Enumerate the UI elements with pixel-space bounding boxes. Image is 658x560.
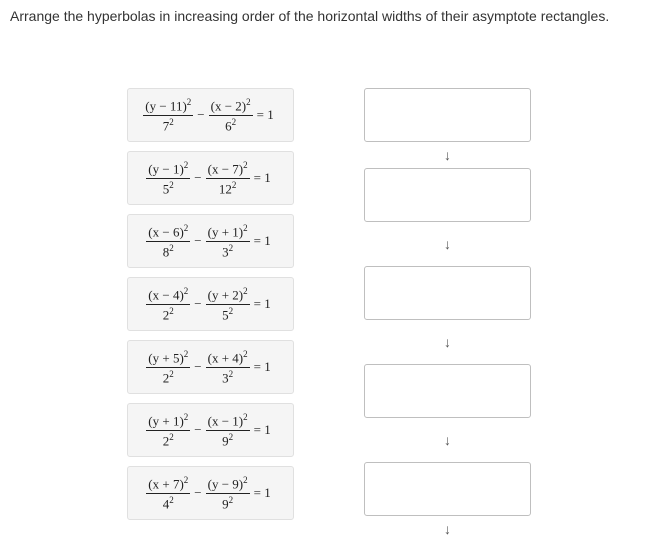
slots-column: ↓ ↓ ↓ ↓ ↓: [364, 88, 531, 542]
equals-one: = 1: [254, 170, 271, 186]
minus-sign: −: [197, 107, 204, 123]
work-area: (y − 11)2 72 − (x − 2)2 62 = 1 (y − 1)2 …: [0, 28, 658, 542]
equation-tile[interactable]: (y + 1)2 22 − (x − 1)2 92 = 1: [127, 403, 294, 457]
drop-slot[interactable]: [364, 364, 531, 418]
fraction: (x − 2)2 62: [209, 97, 253, 134]
drop-slot[interactable]: [364, 462, 531, 516]
equals-one: = 1: [254, 485, 271, 501]
fraction: (y + 1)2 22: [146, 412, 190, 449]
drop-slot[interactable]: [364, 168, 531, 222]
minus-sign: −: [194, 170, 201, 186]
fraction: (y − 9)2 92: [206, 475, 250, 512]
equals-one: = 1: [254, 296, 271, 312]
equation-tile[interactable]: (x − 4)2 22 − (y + 2)2 52 = 1: [127, 277, 294, 331]
equation-column: (y − 11)2 72 − (x − 2)2 62 = 1 (y − 1)2 …: [127, 88, 294, 542]
drop-slot[interactable]: [364, 88, 531, 142]
fraction: (x − 7)2 122: [206, 160, 250, 197]
instruction-text: Arrange the hyperbolas in increasing ord…: [0, 0, 658, 28]
equals-one: = 1: [254, 422, 271, 438]
fraction: (y + 2)2 52: [206, 286, 250, 323]
fraction: (y + 5)2 22: [146, 349, 190, 386]
equation-tile[interactable]: (y − 11)2 72 − (x − 2)2 62 = 1: [127, 88, 294, 142]
equation-tile[interactable]: (x − 6)2 82 − (y + 1)2 32 = 1: [127, 214, 294, 268]
down-arrow-icon: ↓: [444, 418, 451, 462]
fraction: (x + 7)2 42: [146, 475, 190, 512]
down-arrow-icon: ↓: [444, 142, 451, 168]
equation-tile[interactable]: (y − 1)2 52 − (x − 7)2 122 = 1: [127, 151, 294, 205]
equals-one: = 1: [254, 359, 271, 375]
fraction: (y − 1)2 52: [146, 160, 190, 197]
equals-one: = 1: [257, 107, 274, 123]
fraction: (x + 4)2 32: [206, 349, 250, 386]
down-arrow-icon: ↓: [444, 320, 451, 364]
down-arrow-icon: ↓: [444, 222, 451, 266]
equals-one: = 1: [254, 233, 271, 249]
down-arrow-icon: ↓: [444, 516, 451, 542]
fraction: (y − 11)2 72: [143, 97, 193, 134]
minus-sign: −: [194, 422, 201, 438]
fraction: (x − 1)2 92: [206, 412, 250, 449]
equation-tile[interactable]: (x + 7)2 42 − (y − 9)2 92 = 1: [127, 466, 294, 520]
minus-sign: −: [194, 233, 201, 249]
fraction: (x − 4)2 22: [146, 286, 190, 323]
equation-tile[interactable]: (y + 5)2 22 − (x + 4)2 32 = 1: [127, 340, 294, 394]
minus-sign: −: [194, 359, 201, 375]
fraction: (y + 1)2 32: [206, 223, 250, 260]
minus-sign: −: [194, 485, 201, 501]
minus-sign: −: [194, 296, 201, 312]
fraction: (x − 6)2 82: [146, 223, 190, 260]
drop-slot[interactable]: [364, 266, 531, 320]
